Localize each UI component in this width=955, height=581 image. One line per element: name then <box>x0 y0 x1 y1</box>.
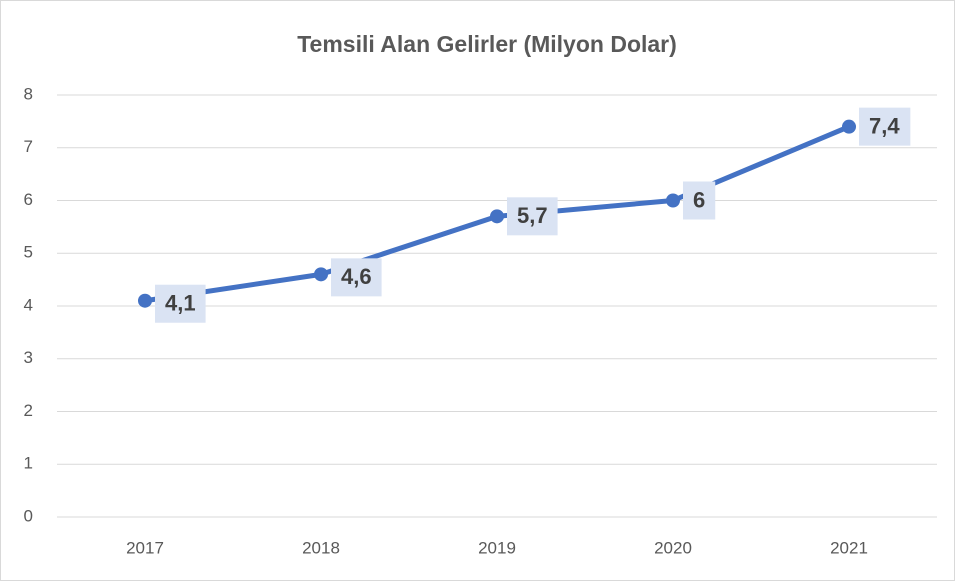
data-label: 4,6 <box>341 264 372 289</box>
data-label-box <box>859 107 911 146</box>
x-tick-label: 2017 <box>126 538 164 557</box>
point <box>314 267 328 282</box>
data-label-group: 7,4 <box>859 107 911 146</box>
data-label-box <box>507 197 558 236</box>
data-label-group: 4,1 <box>155 284 206 323</box>
y-tick-label: 4 <box>24 295 33 314</box>
data-label: 5,7 <box>517 203 548 228</box>
y-tick-label: 0 <box>24 506 33 525</box>
point <box>490 209 504 224</box>
y-tick-label: 3 <box>24 348 33 367</box>
point <box>842 119 856 134</box>
y-tick-label: 8 <box>24 84 33 103</box>
data-label: 6 <box>693 187 705 212</box>
x-tick-label: 2020 <box>654 538 692 557</box>
x-tick-label: 2018 <box>302 538 340 557</box>
point <box>666 193 680 208</box>
data-label-group: 6 <box>683 181 716 220</box>
y-tick-label: 2 <box>24 401 33 420</box>
chart-title: Temsili Alan Gelirler (Milyon Dolar) <box>297 31 677 57</box>
y-tick-label: 1 <box>24 454 33 473</box>
data-label: 7,4 <box>869 113 900 138</box>
point <box>138 293 152 308</box>
y-tick-label: 5 <box>24 243 33 262</box>
data-label-group: 4,6 <box>331 258 382 297</box>
data-label-group: 5,7 <box>507 197 558 236</box>
x-tick-label: 2021 <box>830 538 868 557</box>
x-tick-label: 2019 <box>478 538 516 557</box>
data-label-box <box>683 181 716 220</box>
data-label: 4,1 <box>165 291 196 316</box>
data-label-box <box>331 258 382 297</box>
y-tick-label: 6 <box>24 190 33 209</box>
data-label-box <box>155 284 206 323</box>
y-tick-label: 7 <box>24 137 33 156</box>
